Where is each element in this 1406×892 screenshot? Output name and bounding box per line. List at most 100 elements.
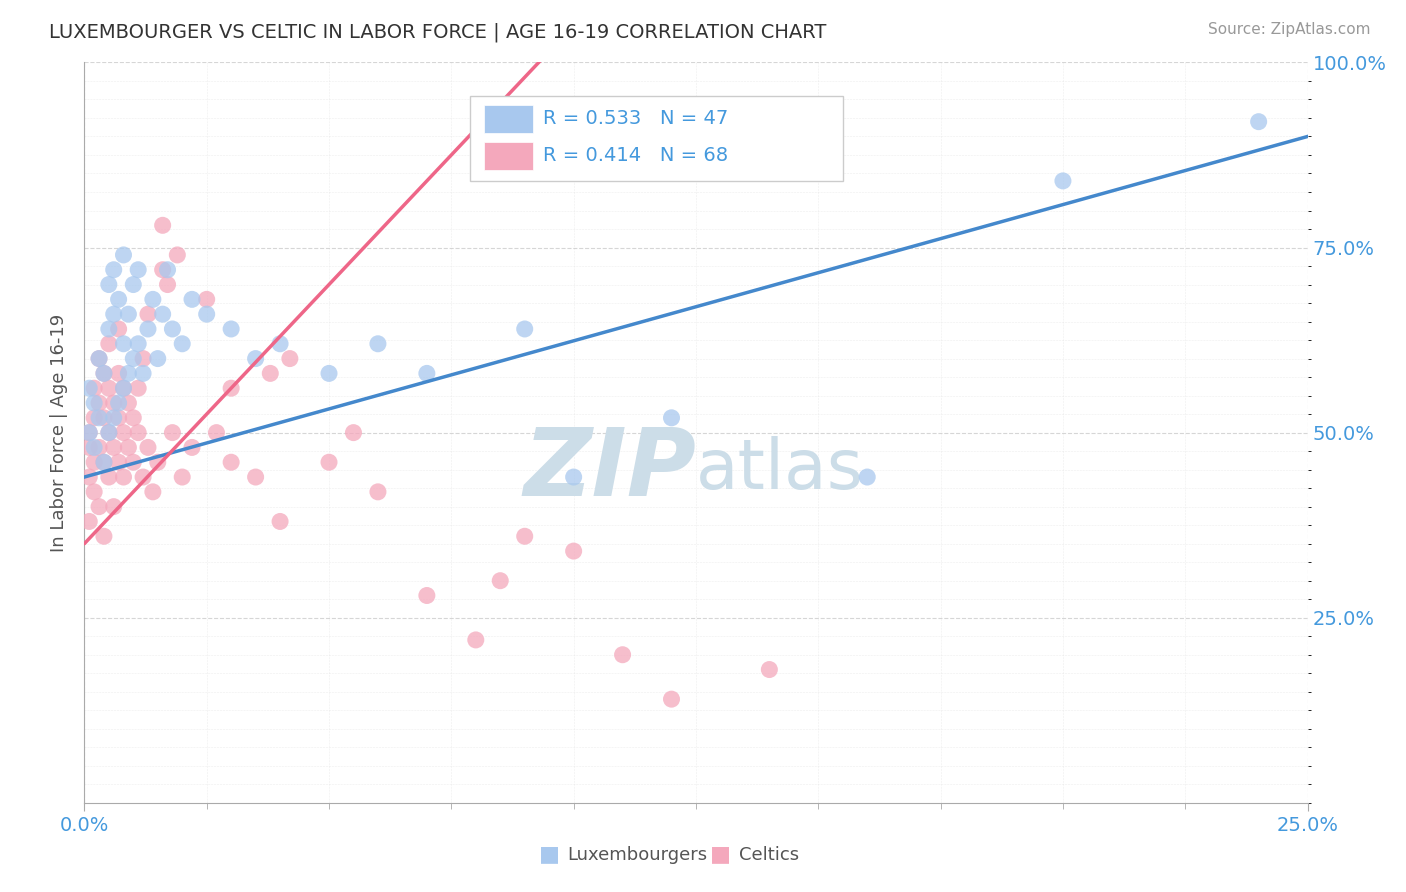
Text: ■: ■ (710, 845, 731, 864)
Point (107, 322, 129, 336)
Point (132, 470, 155, 484)
Point (117, 367, 139, 381)
Point (97, 425, 120, 440)
Point (122, 351, 145, 366)
Bar (484, 142, 533, 169)
Point (661, 410, 683, 425)
Point (136, 322, 159, 336)
Text: atlas: atlas (696, 436, 863, 503)
Point (93, 367, 115, 381)
Point (132, 351, 155, 366)
Point (172, 336, 194, 351)
Point (112, 381, 135, 395)
Point (269, 515, 291, 529)
Point (87, 351, 110, 366)
Point (245, 470, 267, 484)
Point (245, 351, 267, 366)
Point (416, 589, 439, 603)
Point (219, 381, 242, 395)
Point (259, 367, 281, 381)
Point (103, 262, 125, 277)
Bar (484, 104, 533, 133)
Point (219, 322, 242, 336)
Point (127, 262, 149, 277)
Point (112, 381, 135, 395)
Point (122, 455, 145, 469)
Point (83, 410, 105, 425)
Point (416, 367, 439, 381)
Point (103, 307, 125, 321)
Point (107, 293, 129, 307)
Point (77, 515, 100, 529)
Point (1052, 174, 1074, 188)
Point (87, 410, 110, 425)
Point (77, 381, 100, 395)
Point (97, 277, 120, 292)
Point (127, 425, 149, 440)
Point (107, 396, 129, 410)
Point (162, 425, 184, 440)
Point (87, 441, 110, 455)
Point (166, 248, 188, 262)
Point (117, 441, 139, 455)
Point (107, 367, 129, 381)
Point (172, 470, 194, 484)
Point (269, 336, 291, 351)
Point (83, 441, 105, 455)
Point (93, 455, 115, 469)
Point (93, 410, 115, 425)
Point (661, 692, 683, 706)
Point (83, 381, 105, 395)
Point (87, 351, 110, 366)
Point (87, 396, 110, 410)
Point (152, 262, 174, 277)
Text: Celtics: Celtics (738, 846, 799, 863)
Point (103, 410, 125, 425)
Text: Source: ZipAtlas.com: Source: ZipAtlas.com (1208, 22, 1371, 37)
Point (117, 307, 139, 321)
Point (219, 455, 242, 469)
Point (122, 410, 145, 425)
Point (77, 441, 100, 455)
Point (181, 293, 204, 307)
Point (1247, 114, 1270, 128)
Point (136, 441, 159, 455)
Y-axis label: In Labor Force | Age 16-19: In Labor Force | Age 16-19 (49, 313, 67, 552)
Point (342, 425, 364, 440)
Point (107, 410, 129, 425)
Point (195, 293, 218, 307)
Point (77, 425, 100, 440)
Point (97, 425, 120, 440)
FancyBboxPatch shape (470, 95, 842, 181)
Point (83, 455, 105, 469)
Point (146, 351, 169, 366)
Point (142, 293, 165, 307)
Point (83, 484, 105, 499)
Point (83, 396, 105, 410)
Point (103, 500, 125, 514)
Point (97, 381, 120, 395)
Point (112, 425, 135, 440)
Point (513, 529, 536, 543)
Point (758, 663, 780, 677)
Point (562, 544, 585, 558)
Point (97, 470, 120, 484)
Point (93, 455, 115, 469)
Point (97, 336, 120, 351)
Point (156, 262, 179, 277)
Point (112, 248, 135, 262)
Text: LUXEMBOURGER VS CELTIC IN LABOR FORCE | AGE 16-19 CORRELATION CHART: LUXEMBOURGER VS CELTIC IN LABOR FORCE | … (49, 22, 827, 42)
Point (367, 336, 389, 351)
Point (195, 307, 218, 321)
Point (489, 574, 512, 588)
Point (856, 470, 879, 484)
Point (367, 484, 389, 499)
Point (152, 307, 174, 321)
Point (278, 351, 301, 366)
Point (142, 484, 165, 499)
Point (103, 396, 125, 410)
Point (97, 322, 120, 336)
Point (77, 425, 100, 440)
Point (127, 381, 149, 395)
Point (181, 441, 204, 455)
